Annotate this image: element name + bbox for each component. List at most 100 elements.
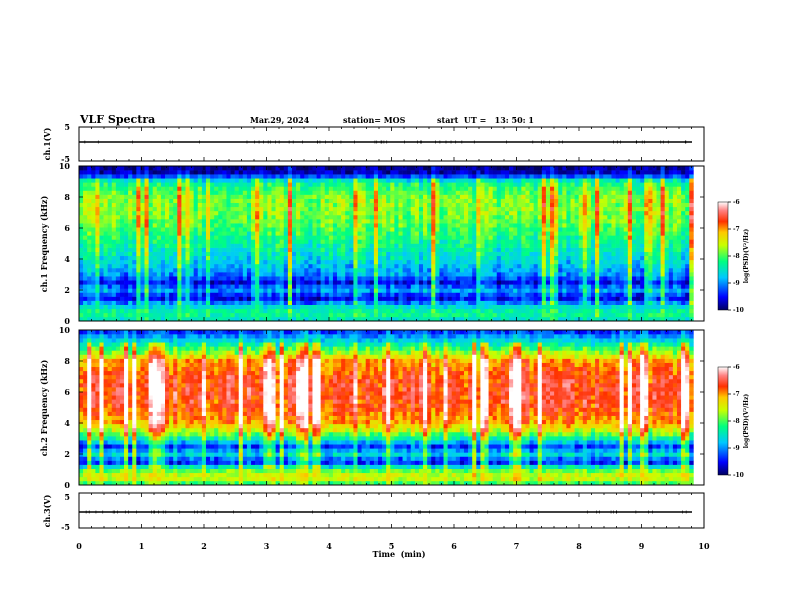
spectrogram-cell xyxy=(566,219,571,224)
spectrogram-cell xyxy=(222,210,227,216)
spectrogram-cell xyxy=(410,243,416,248)
spectrogram-cell xyxy=(496,255,502,261)
spectrogram-cell xyxy=(304,182,309,187)
spectrogram-cell xyxy=(447,304,453,310)
spectrogram-cell xyxy=(361,280,367,285)
spectrogram-cell xyxy=(480,267,485,273)
spectrogram-cell xyxy=(111,276,117,281)
spectrogram-cell xyxy=(562,284,567,289)
spectrogram-cell xyxy=(595,178,600,183)
spectrogram-cell xyxy=(255,231,260,236)
spectrogram-cell xyxy=(496,247,502,252)
spectrogram-cell xyxy=(562,259,567,265)
spectrogram-cell xyxy=(79,243,84,248)
spectrogram-cell xyxy=(337,182,342,187)
spectrogram-cell xyxy=(451,296,457,301)
spectrogram-cell xyxy=(533,227,539,232)
spectrogram-cell xyxy=(586,202,592,208)
spectrogram-cell xyxy=(509,186,514,191)
spectrogram-cell xyxy=(279,235,285,240)
spectrogram-cell xyxy=(500,214,506,220)
spectrogram-cell xyxy=(337,263,342,269)
spectrogram-cell xyxy=(263,174,268,179)
spectrogram-cell xyxy=(418,292,424,297)
spectrogram-cell xyxy=(320,312,326,318)
spectrogram-cell xyxy=(476,178,481,183)
spectrogram-cell xyxy=(484,190,489,195)
spectrogram-cell xyxy=(533,284,539,289)
spectrogram-cell xyxy=(566,284,571,289)
spectrogram-cell xyxy=(111,308,117,314)
spectrogram-cell xyxy=(353,247,358,252)
spectrogram-cell xyxy=(95,251,100,257)
spectrogram-cell xyxy=(181,247,186,252)
spectrogram-cell xyxy=(103,259,108,265)
spectrogram-cell xyxy=(386,272,391,277)
spectrogram-cell xyxy=(83,272,88,277)
spectrogram-cell xyxy=(324,190,330,195)
spectrogram-cell xyxy=(246,267,252,273)
spectrogram-cell xyxy=(582,210,588,216)
spectrogram-cell xyxy=(312,178,317,183)
spectrogram-cell xyxy=(484,174,489,179)
spectrogram-cell xyxy=(558,210,563,216)
spectrogram-cell xyxy=(279,243,285,248)
spectrogram-cell xyxy=(590,186,596,191)
spectrogram-cell xyxy=(595,190,600,195)
spectrogram-cell xyxy=(529,186,534,191)
spectrogram-cell xyxy=(283,284,289,289)
spectrogram-cell xyxy=(455,227,461,232)
spectrogram-cell xyxy=(328,276,334,281)
spectrogram-cell xyxy=(517,178,522,183)
spectrogram-cell xyxy=(308,166,313,171)
spectrogram-cell xyxy=(451,247,457,252)
spectrogram-cell xyxy=(607,223,612,228)
spectrogram-cell xyxy=(590,219,596,224)
spectrogram-cell xyxy=(492,251,498,257)
spectrogram-cell xyxy=(513,235,518,240)
spectrogram-cell xyxy=(160,210,166,216)
spectrogram-cell xyxy=(574,300,579,305)
spectrogram-cell xyxy=(156,288,162,293)
spectrogram-cell xyxy=(79,267,84,273)
spectrogram-cell xyxy=(312,182,317,187)
spectrogram-cell xyxy=(554,304,559,310)
spectrogram-cell xyxy=(115,239,121,244)
spectrogram-cell xyxy=(545,296,551,301)
spectrogram-cell xyxy=(91,198,96,204)
spectrogram-cell xyxy=(369,280,375,285)
spectrogram-cell xyxy=(513,166,518,171)
spectrogram-cell xyxy=(316,174,321,179)
spectrogram-cell xyxy=(595,182,600,187)
spectrogram-cell xyxy=(332,182,338,187)
spectrogram-cell xyxy=(226,214,231,220)
spectrogram-cell xyxy=(312,280,317,285)
spectrogram-cell xyxy=(545,259,551,265)
spectrogram-cell xyxy=(267,243,272,248)
spectrogram-cell xyxy=(513,263,518,269)
spectrogram-cell xyxy=(603,170,608,175)
spectrogram-cell xyxy=(259,259,264,265)
spectrogram-cell xyxy=(332,312,338,318)
spectrogram-cell xyxy=(222,316,227,322)
spectrogram-cell xyxy=(435,316,440,322)
spectrogram-cell xyxy=(492,276,498,281)
spectrogram-cell xyxy=(382,304,387,310)
spectrogram-cell xyxy=(185,296,190,301)
spectrogram-cell xyxy=(423,316,428,322)
spectrogram-cell xyxy=(488,214,493,220)
spectrogram-cell xyxy=(386,255,391,261)
spectrogram-cell xyxy=(349,288,354,293)
spectrogram-cell xyxy=(378,206,383,212)
spectrogram-cell xyxy=(492,272,498,277)
spectrogram-cell xyxy=(398,239,403,244)
spectrogram-cell xyxy=(251,267,256,273)
spectrogram-cell xyxy=(410,239,416,244)
spectrogram-cell xyxy=(398,263,403,269)
spectrogram-cell xyxy=(550,255,555,261)
spectrogram-cell xyxy=(83,178,88,183)
spectrogram-cell xyxy=(136,214,141,220)
spectrogram-cell xyxy=(185,316,190,322)
spectrogram-cell xyxy=(91,276,96,281)
spectrogram-cell xyxy=(156,227,162,232)
